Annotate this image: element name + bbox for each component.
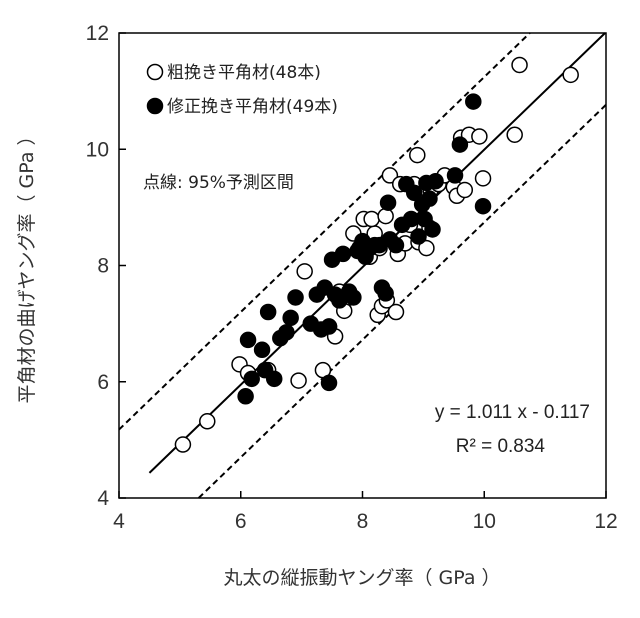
data-point-open [506,126,523,143]
data-point-open [296,263,313,280]
data-point-open [471,128,488,145]
data-point-filled [421,190,438,207]
data-point-open [418,239,435,257]
y-tick-label: 4 [97,487,109,510]
data-point-filled [259,303,277,321]
data-point-filled [265,370,283,388]
data-point-filled [320,374,338,392]
data-point-open [511,56,528,74]
data-point-open [174,436,192,453]
legend-filled-marker [146,97,164,115]
data-point-open [199,413,216,430]
x-axis-title: 丸太の縦振動ヤング率（ GPa ） [223,567,500,589]
data-point-filled [405,184,423,202]
data-point-open [363,210,380,228]
series-corrected-sawn [237,93,492,405]
y-tick-label: 8 [97,255,109,278]
data-point-open [456,181,474,199]
data-point-filled [278,324,295,341]
data-point-filled [320,318,338,335]
prediction-band-label: 点線: 95%予測区間 [143,173,294,193]
data-point-filled [424,221,441,238]
y-axis: 4 6 8 10 12 [86,22,126,510]
data-point-filled [253,341,271,359]
y-axis-title: 平角材の曲げヤング率（ GPa ） [16,126,38,403]
data-point-filled [243,370,260,388]
data-point-filled [410,228,427,245]
regression-annotation: y = 1.011 x - 0.117 R² = 0.834 [435,402,590,457]
data-point-filled [345,289,362,306]
data-point-open [381,167,399,184]
data-point-filled [287,289,304,306]
data-point-filled [334,245,352,263]
prediction-band-upper [118,32,531,431]
x-axis: 4 6 8 10 12 [113,491,618,533]
data-point-open [409,146,426,164]
data-point-filled [239,331,257,349]
data-point-open [562,66,579,84]
data-point-filled [427,172,444,190]
x-tick-label: 4 [113,510,125,533]
data-point-filled [237,388,254,405]
y-tick-label: 12 [86,22,109,45]
y-tick-label: 10 [86,138,109,161]
data-point-open [474,170,492,187]
data-point-filled [474,197,492,215]
x-tick-label: 8 [357,510,369,533]
prediction-band-lower [197,104,607,499]
prediction-band [118,32,607,499]
data-point-open [290,372,307,389]
data-point-filled [387,236,405,254]
legend-label-rough: 粗挽き平角材(48本) [167,63,321,83]
x-tick-label: 10 [473,510,496,533]
data-point-filled [446,167,464,184]
data-point-filled [379,194,397,211]
data-point-filled [451,136,469,153]
data-point-open [377,207,394,225]
y-tick-label: 6 [97,371,109,394]
legend-label-corrected: 修正挽き平角材(49本) [167,97,338,117]
legend: 粗挽き平角材(48本) 修正挽き平角材(49本) 点線: 95%予測区間 [143,63,338,193]
data-point-filled [282,309,299,327]
x-tick-label: 6 [235,510,247,533]
x-tick-label: 12 [594,510,617,533]
data-point-filled [377,285,394,302]
regression-equation: y = 1.011 x - 0.117 [435,402,590,423]
r-squared: R² = 0.834 [456,436,546,457]
legend-open-marker [146,63,164,81]
data-point-open [387,303,405,321]
data-point-filled [465,93,482,110]
